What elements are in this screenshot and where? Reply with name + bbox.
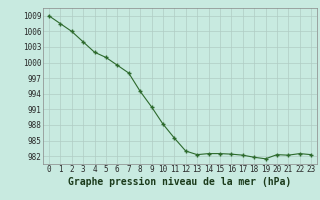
X-axis label: Graphe pression niveau de la mer (hPa): Graphe pression niveau de la mer (hPa) [68, 177, 292, 187]
